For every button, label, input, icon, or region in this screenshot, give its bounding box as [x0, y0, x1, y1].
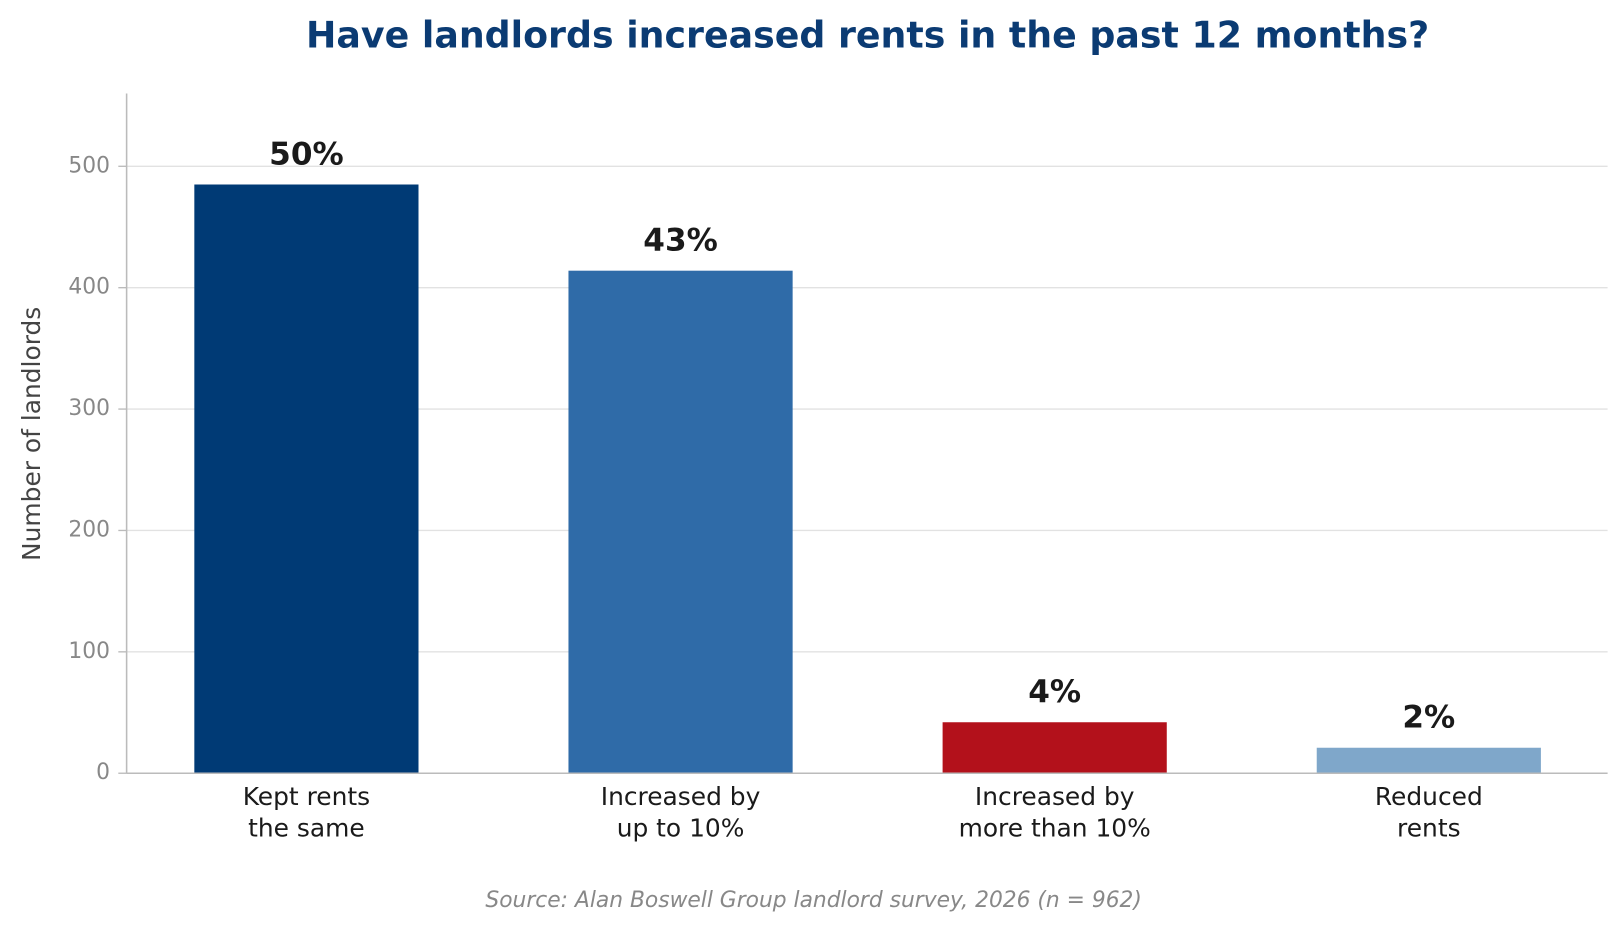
source-note: Source: Alan Boswell Group landlord surv…	[485, 888, 1142, 913]
y-tick-label: 400	[68, 275, 110, 300]
y-tick-label: 500	[68, 153, 110, 178]
x-tick-label: Increased by up to 10%	[601, 782, 761, 842]
value-label: 2%	[1402, 700, 1455, 736]
x-tick-line: Increased by	[601, 782, 761, 811]
y-tick-label: 300	[68, 396, 110, 421]
x-tick-label: Reduced rents	[1375, 782, 1483, 842]
value-label: 50%	[269, 136, 344, 172]
bar	[1316, 747, 1541, 774]
x-tick-label: Kept rents the same	[243, 782, 370, 842]
y-tick-label: 0	[96, 760, 110, 785]
y-tick-label: 100	[68, 639, 110, 664]
x-tick-label: Increased by more than 10%	[959, 782, 1151, 842]
y-tick-label: 200	[68, 517, 110, 542]
x-tick-line: Increased by	[975, 782, 1135, 811]
x-tick-line: Reduced	[1375, 782, 1483, 811]
x-tick-line: Kept rents	[243, 782, 370, 811]
x-tick-line: up to 10%	[617, 813, 745, 842]
value-label: 43%	[643, 223, 718, 259]
bar	[568, 270, 793, 774]
bar	[194, 184, 419, 774]
x-tick-line: more than 10%	[959, 813, 1151, 842]
x-tick-line: the same	[248, 813, 365, 842]
bar	[942, 722, 1167, 774]
y-axis-label: Number of landlords	[17, 307, 46, 561]
chart-title: Have landlords increased rents in the pa…	[306, 13, 1429, 56]
x-tick-line: rents	[1397, 813, 1461, 842]
value-label: 4%	[1028, 674, 1081, 710]
